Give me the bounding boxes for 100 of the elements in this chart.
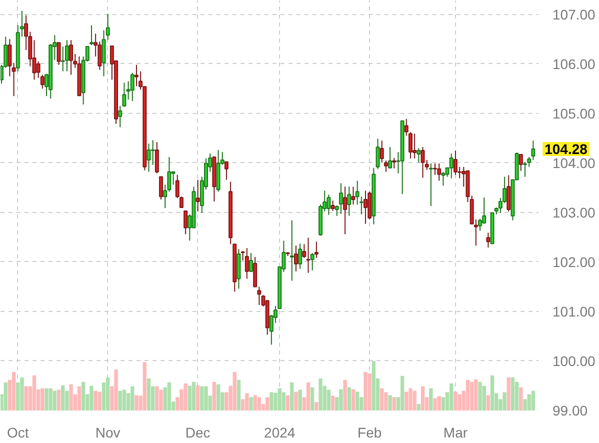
bar <box>298 390 302 410</box>
y-tick-label: 99.00 <box>552 402 588 418</box>
bar <box>420 386 425 410</box>
bar <box>490 375 494 410</box>
bar <box>98 392 102 410</box>
bar <box>429 388 433 410</box>
x-tick-label: 2024 <box>264 424 296 440</box>
bar <box>236 380 241 410</box>
candlestick <box>437 162 442 182</box>
bar <box>392 397 396 410</box>
candlestick <box>449 153 454 179</box>
bar <box>155 386 159 410</box>
bar <box>454 392 458 410</box>
y-tick-label: 107.00 <box>552 6 596 22</box>
candlestick <box>416 148 421 163</box>
candlestick <box>376 138 380 170</box>
bar <box>81 382 86 410</box>
bar <box>286 395 290 410</box>
bar <box>404 392 408 410</box>
bar <box>384 392 388 410</box>
bar <box>412 390 416 410</box>
candlestick <box>130 72 134 102</box>
candlestick <box>122 82 126 107</box>
bar <box>368 373 372 410</box>
bar <box>114 370 118 410</box>
bar <box>326 390 331 410</box>
candlestick <box>32 40 36 80</box>
candlestick <box>531 140 536 160</box>
x-tick-label: Mar <box>443 424 468 440</box>
candlestick <box>294 245 298 272</box>
candlestick <box>196 179 200 212</box>
y-tick-label: 105.00 <box>552 105 596 122</box>
bar <box>48 388 52 410</box>
bar <box>118 390 122 410</box>
bar <box>310 387 314 410</box>
bar <box>470 382 474 410</box>
bar <box>343 380 347 410</box>
candlestick <box>56 42 61 66</box>
bar <box>351 389 356 410</box>
bar <box>44 388 48 410</box>
bar <box>282 392 286 410</box>
candlestick <box>454 150 458 176</box>
bar <box>12 372 16 410</box>
x-tick-label: Feb <box>358 424 382 440</box>
candlestick <box>523 161 527 178</box>
bar <box>4 382 8 410</box>
candlestick <box>314 241 318 258</box>
candlestick <box>388 146 392 169</box>
x-tick-label: Dec <box>185 424 210 440</box>
bar <box>380 388 384 410</box>
candlestick <box>364 190 368 224</box>
bar <box>506 377 510 410</box>
bar <box>146 378 151 410</box>
candlestick <box>224 161 228 180</box>
y-tick-label: 103.00 <box>552 204 596 220</box>
candlestick <box>118 105 122 128</box>
candlestick <box>306 237 310 274</box>
bar <box>290 382 294 410</box>
bar <box>408 388 412 410</box>
bar <box>216 384 220 410</box>
candlestick <box>420 146 425 178</box>
y-tick-label: 104.00 <box>552 154 596 171</box>
candlestick <box>90 24 94 46</box>
candlestick <box>392 157 396 169</box>
bar <box>400 376 404 410</box>
bar <box>134 395 138 410</box>
candlestick <box>154 142 159 174</box>
bar <box>56 390 61 410</box>
candlestick <box>486 232 490 248</box>
candlestick <box>69 40 74 76</box>
bar <box>40 388 44 410</box>
bar <box>531 390 536 410</box>
bar <box>355 392 360 410</box>
bar <box>478 382 482 410</box>
bar <box>204 386 208 410</box>
bar <box>502 392 506 410</box>
bar <box>270 392 274 410</box>
bar <box>192 382 196 410</box>
candlestick <box>380 140 384 163</box>
bar <box>437 396 441 410</box>
candlestick <box>102 30 106 77</box>
candlestick <box>518 154 523 172</box>
bar <box>245 393 249 410</box>
candlestick <box>64 40 69 72</box>
bar <box>372 361 376 410</box>
bar <box>94 390 98 410</box>
bar <box>184 383 188 410</box>
bar <box>212 382 216 410</box>
bar <box>278 388 282 410</box>
candlestick <box>12 62 16 97</box>
bar <box>266 397 270 410</box>
candlestick <box>338 182 343 214</box>
y-tick-label: 106.00 <box>552 56 596 72</box>
bar <box>347 387 351 410</box>
x-tick-label: Oct <box>6 424 29 440</box>
bar <box>458 394 462 410</box>
bar <box>188 386 192 410</box>
bar <box>200 386 204 410</box>
candlestick <box>441 171 446 186</box>
candlestick <box>506 174 511 212</box>
